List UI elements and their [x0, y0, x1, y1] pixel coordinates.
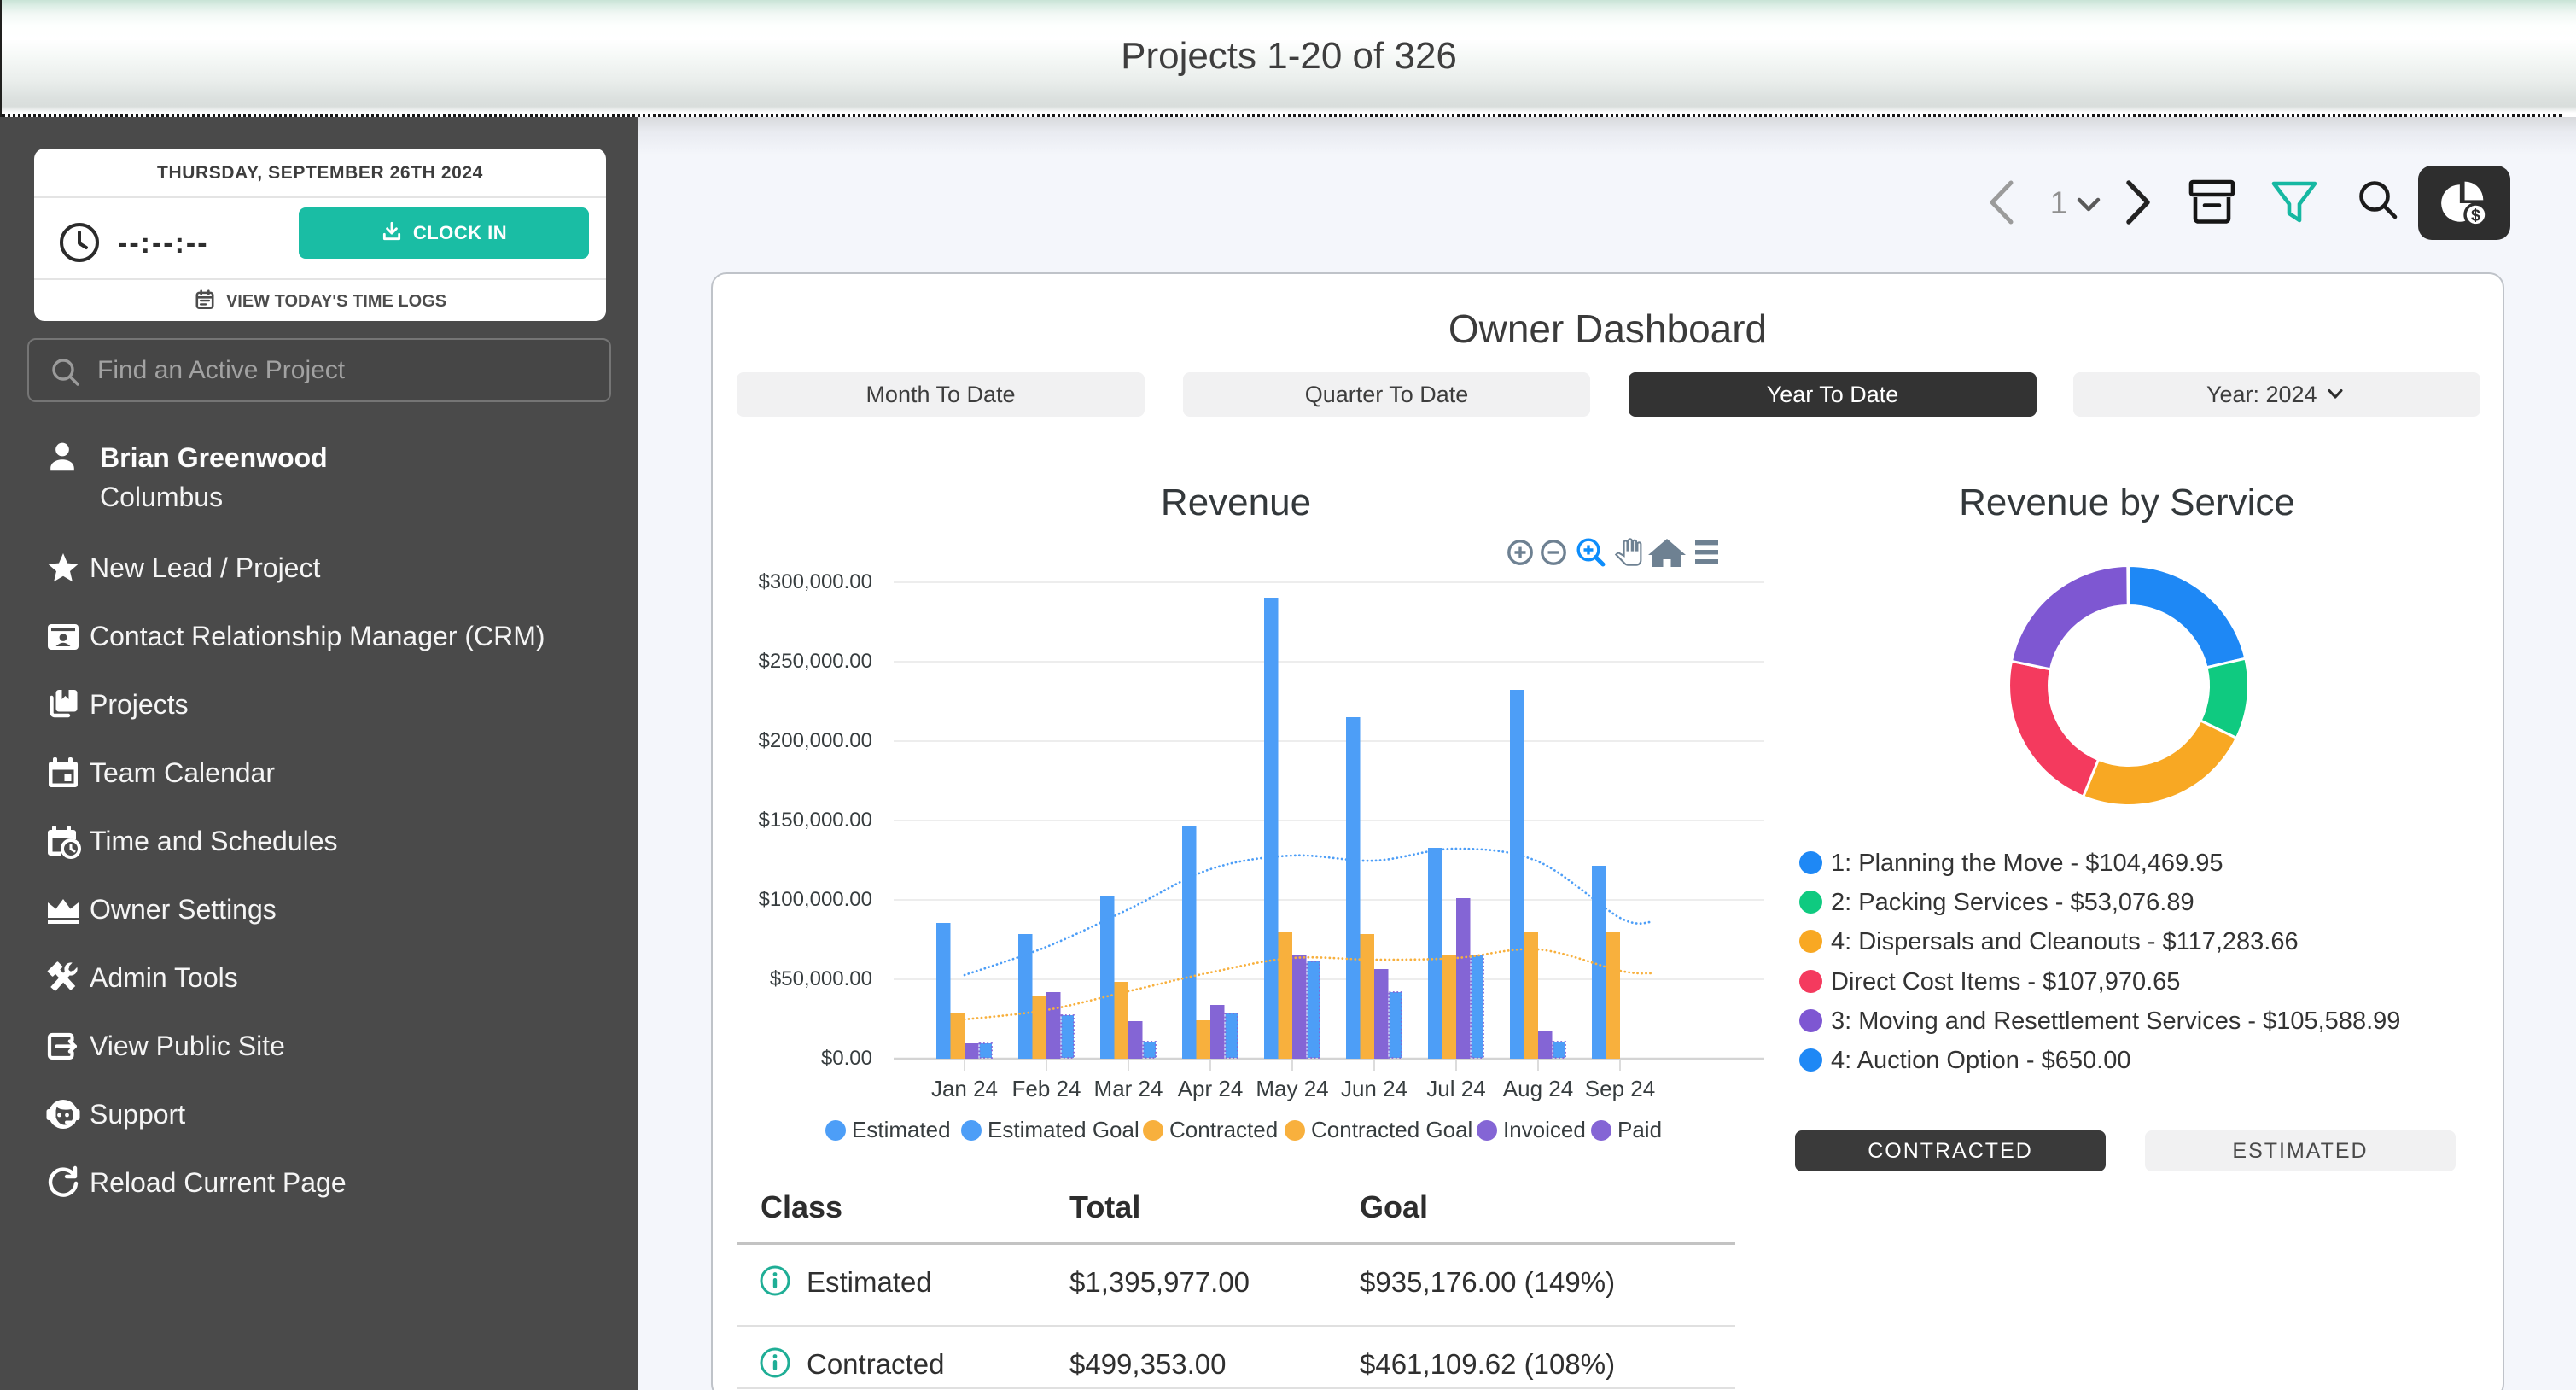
svg-text:$: $ — [2471, 207, 2480, 225]
svg-text:1: 1 — [2050, 185, 2068, 220]
